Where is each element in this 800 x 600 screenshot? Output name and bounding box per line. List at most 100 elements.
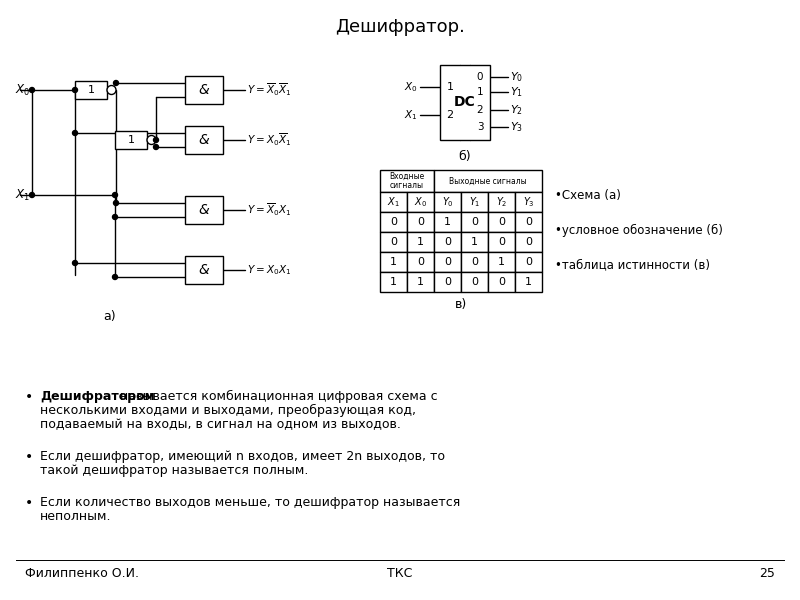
- Text: $Y{=}\overline{X}_0\overline{X}_1$: $Y{=}\overline{X}_0\overline{X}_1$: [247, 82, 291, 98]
- Text: $Y{=}\overline{X}_0X_1$: $Y{=}\overline{X}_0X_1$: [247, 202, 291, 218]
- Bar: [488, 232, 515, 252]
- Text: 0: 0: [498, 217, 505, 227]
- Bar: [380, 272, 407, 292]
- Text: 1: 1: [525, 277, 532, 287]
- Circle shape: [107, 85, 116, 94]
- Text: 2: 2: [446, 110, 454, 120]
- Bar: [407, 232, 434, 252]
- Text: •: •: [25, 450, 34, 464]
- Bar: [407, 252, 434, 272]
- Text: 1: 1: [498, 257, 505, 267]
- Text: 1: 1: [417, 237, 424, 247]
- Text: 0: 0: [444, 237, 451, 247]
- Bar: [461, 192, 488, 212]
- Text: неполным.: неполным.: [40, 510, 111, 523]
- Text: &: &: [198, 263, 210, 277]
- Circle shape: [113, 214, 118, 220]
- Circle shape: [73, 88, 78, 92]
- Text: 3: 3: [477, 122, 483, 132]
- Bar: [461, 252, 488, 272]
- Text: 0: 0: [498, 277, 505, 287]
- Text: Выходные сигналы: Выходные сигналы: [449, 176, 527, 185]
- Bar: [185, 126, 223, 154]
- Text: а): а): [104, 310, 116, 323]
- Circle shape: [147, 136, 156, 145]
- Text: 0: 0: [471, 277, 478, 287]
- Bar: [185, 76, 223, 104]
- Text: Если дешифратор, имеющий n входов, имеет 2n выходов, то: Если дешифратор, имеющий n входов, имеет…: [40, 450, 445, 463]
- Text: Если количество выходов меньше, то дешифратор называется: Если количество выходов меньше, то дешиф…: [40, 496, 460, 509]
- Circle shape: [73, 260, 78, 265]
- Text: $X_0$: $X_0$: [15, 82, 30, 98]
- Circle shape: [114, 80, 118, 85]
- Bar: [380, 252, 407, 272]
- Bar: [75, 81, 107, 99]
- Text: &: &: [198, 83, 210, 97]
- Bar: [488, 192, 515, 212]
- Text: 1: 1: [444, 217, 451, 227]
- Text: &: &: [198, 203, 210, 217]
- Text: 0: 0: [498, 237, 505, 247]
- Text: 1: 1: [446, 82, 454, 92]
- Text: 1: 1: [390, 257, 397, 267]
- Bar: [461, 272, 488, 292]
- Bar: [515, 272, 542, 292]
- Text: 0: 0: [471, 257, 478, 267]
- Circle shape: [30, 88, 34, 92]
- Text: •: •: [25, 496, 34, 510]
- Text: $X_1$: $X_1$: [15, 187, 30, 203]
- Text: 0: 0: [390, 237, 397, 247]
- Text: $Y_1$: $Y_1$: [469, 195, 480, 209]
- Text: $X_1$: $X_1$: [387, 195, 400, 209]
- Text: $X_0$: $X_0$: [414, 195, 427, 209]
- Circle shape: [30, 193, 34, 197]
- Bar: [515, 252, 542, 272]
- Text: б): б): [458, 150, 471, 163]
- Text: 0: 0: [477, 72, 483, 82]
- Text: Филиппенко О.И.: Филиппенко О.И.: [25, 567, 139, 580]
- Text: 0: 0: [390, 217, 397, 227]
- Bar: [434, 272, 461, 292]
- Text: $Y_1$: $Y_1$: [510, 85, 523, 99]
- Text: 1: 1: [471, 237, 478, 247]
- Bar: [185, 196, 223, 224]
- Bar: [461, 232, 488, 252]
- Bar: [185, 256, 223, 284]
- Circle shape: [113, 193, 118, 197]
- Text: $X_0$: $X_0$: [404, 80, 418, 94]
- Bar: [440, 65, 490, 140]
- Bar: [407, 192, 434, 212]
- Text: Входные
сигналы: Входные сигналы: [390, 172, 425, 190]
- Text: $X_1$: $X_1$: [405, 108, 418, 122]
- Bar: [380, 232, 407, 252]
- Text: •условное обозначение (б): •условное обозначение (б): [555, 223, 723, 236]
- Bar: [380, 170, 434, 192]
- Text: DC: DC: [454, 95, 476, 109]
- Text: 1: 1: [477, 87, 483, 97]
- Text: •: •: [25, 390, 34, 404]
- Bar: [407, 212, 434, 232]
- Circle shape: [113, 275, 118, 280]
- Bar: [515, 192, 542, 212]
- Text: ТКС: ТКС: [387, 567, 413, 580]
- Bar: [434, 232, 461, 252]
- Text: такой дешифратор называется полным.: такой дешифратор называется полным.: [40, 464, 308, 477]
- Text: $Y_2$: $Y_2$: [510, 103, 523, 117]
- Text: &: &: [198, 133, 210, 147]
- Circle shape: [114, 200, 118, 205]
- Text: 0: 0: [444, 257, 451, 267]
- Text: подаваемый на входы, в сигнал на одном из выходов.: подаваемый на входы, в сигнал на одном и…: [40, 418, 401, 431]
- Bar: [488, 252, 515, 272]
- Bar: [434, 192, 461, 212]
- Text: $Y_3$: $Y_3$: [510, 120, 523, 134]
- Bar: [515, 232, 542, 252]
- Text: $Y_2$: $Y_2$: [496, 195, 507, 209]
- Text: 1: 1: [127, 135, 134, 145]
- Bar: [488, 212, 515, 232]
- Text: 2: 2: [477, 105, 483, 115]
- Text: Дешифратором: Дешифратором: [40, 390, 154, 403]
- Bar: [434, 252, 461, 272]
- Text: •таблица истинности (в): •таблица истинности (в): [555, 259, 710, 271]
- Text: 1: 1: [390, 277, 397, 287]
- Text: 25: 25: [759, 567, 775, 580]
